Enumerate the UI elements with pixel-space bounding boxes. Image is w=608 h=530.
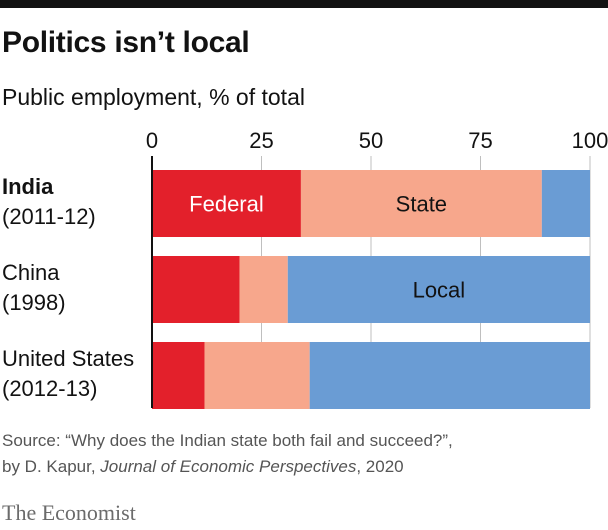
segment-label: Local (413, 278, 466, 303)
x-tick-label: 50 (359, 128, 383, 153)
segment-label: State (396, 192, 447, 217)
source-year: , 2020 (356, 457, 404, 476)
bar-segment-state (300, 170, 542, 237)
source-journal: Journal of Economic Perspectives (100, 457, 357, 476)
source-line-2: by D. Kapur, Journal of Economic Perspec… (2, 454, 602, 480)
stacked-bar-chart: 0 25 50 75 100 India (2011-12) China (1998) Unite… (2, 128, 608, 409)
category-label: United States (2, 346, 134, 371)
source-line-1: Source: “Why does the Indian state both … (2, 431, 453, 450)
category-label: China (2, 260, 60, 285)
x-tick-label: 100 (572, 128, 608, 153)
bar-segment-state (204, 342, 310, 409)
category-label: (2011-12) (2, 204, 96, 229)
bar-segment-federal (152, 256, 240, 323)
x-tick-label: 75 (468, 128, 492, 153)
segment-label: Federal (189, 192, 264, 217)
source-note: Source: “Why does the Indian state both … (2, 428, 602, 480)
category-label: (2012-13) (2, 376, 97, 401)
bar-segment-federal (152, 170, 301, 237)
economist-logo: The Economist (2, 500, 136, 525)
bar-segment-local (541, 170, 590, 237)
category-label: India (2, 174, 54, 199)
bar-segment-local (309, 342, 590, 409)
bar-segment-state (239, 256, 288, 323)
bar-segment-federal (152, 342, 205, 409)
category-label: (1998) (2, 290, 66, 315)
x-tick-label: 0 (146, 128, 158, 153)
top-rule (0, 0, 608, 8)
bar-segment-local (287, 256, 590, 323)
chart-subtitle: Public employment, % of total (2, 84, 305, 110)
chart-title: Politics isn’t local (2, 26, 250, 59)
source-author: by D. Kapur, (2, 457, 101, 476)
x-tick-label: 25 (249, 128, 273, 153)
